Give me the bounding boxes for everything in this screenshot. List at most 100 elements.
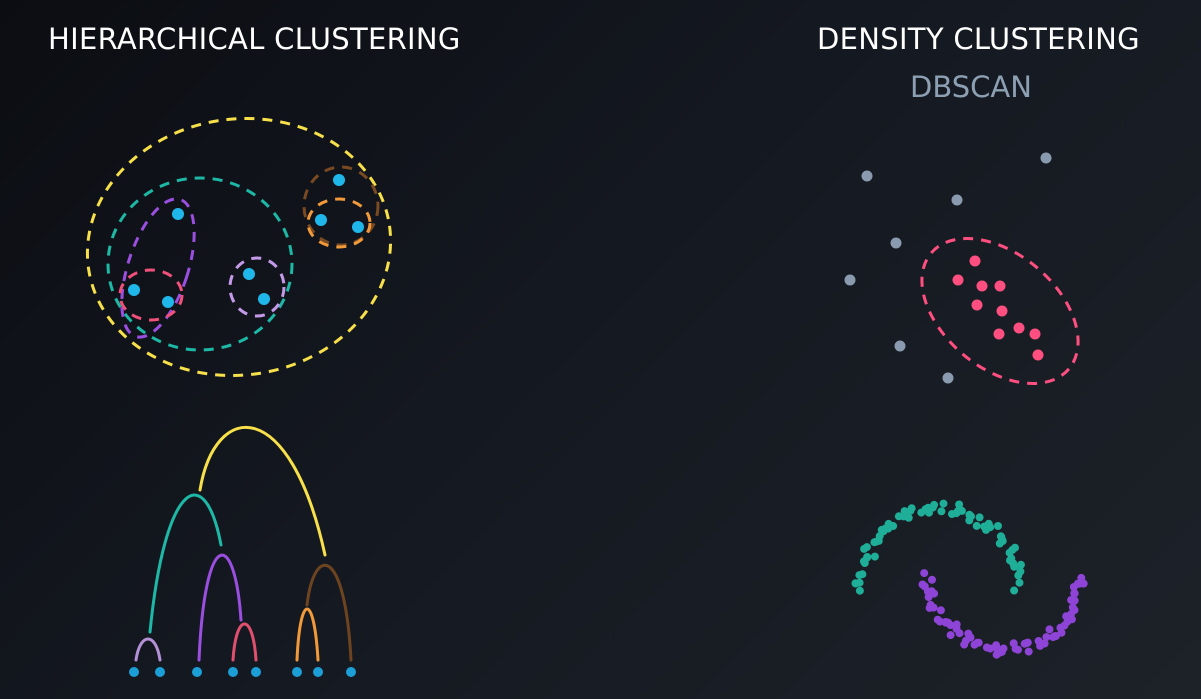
moon-point <box>928 575 936 584</box>
moon-point <box>1079 579 1088 588</box>
cluster-point <box>1013 322 1025 334</box>
moon-point <box>904 513 913 522</box>
cluster-ellipse-orange <box>306 197 372 249</box>
moon-point <box>937 507 946 516</box>
moon-point <box>952 620 961 629</box>
moon-point <box>855 586 864 595</box>
moon-point <box>872 537 880 546</box>
cluster-point <box>993 328 1005 340</box>
noise-point <box>861 170 873 182</box>
cluster-ellipse-lavender <box>228 256 286 318</box>
moon-point <box>998 535 1007 544</box>
moon-point <box>889 522 898 530</box>
cluster-ellipse-brown <box>302 165 380 247</box>
cluster-ellipse-pink <box>118 268 184 322</box>
moon-point <box>855 571 864 580</box>
moon-point <box>900 507 909 516</box>
moon-point <box>986 523 995 532</box>
moon-point <box>930 500 939 509</box>
dbscan-core-points <box>952 255 1044 361</box>
cluster-point <box>971 299 983 311</box>
moon-point <box>939 499 948 508</box>
moon-point <box>1014 645 1022 654</box>
moon-point <box>1070 596 1079 605</box>
noise-point <box>942 372 954 384</box>
cluster-point <box>994 280 1006 292</box>
leaf-point <box>251 667 261 677</box>
leaf-point <box>129 667 139 677</box>
cluster-ellipse-teal <box>106 176 294 352</box>
moon-point <box>927 587 936 596</box>
moon-point <box>1070 589 1079 598</box>
data-point <box>352 221 364 233</box>
density-clustering-title: DENSITY CLUSTERING <box>817 22 1140 56</box>
dendrogram-link-teal <box>148 493 223 634</box>
data-point <box>333 174 345 186</box>
moon-point <box>941 618 950 627</box>
moon-point <box>1024 647 1033 656</box>
moon-point <box>1009 639 1018 648</box>
dbscan-noise-points <box>844 152 1052 384</box>
moon-point <box>972 521 981 530</box>
cluster-point <box>1029 328 1041 340</box>
leaf-point <box>346 667 356 677</box>
moon-point <box>933 615 942 624</box>
moon-point <box>970 640 979 649</box>
cluster-point <box>976 280 988 292</box>
moon-point <box>918 580 927 589</box>
data-point <box>258 293 270 305</box>
moon-point <box>1008 545 1017 554</box>
dendrogram-leaves <box>129 667 356 677</box>
cluster-ellipse-yellow <box>85 116 393 378</box>
cluster-point <box>969 255 981 267</box>
moon-point <box>1010 562 1019 571</box>
dendrogram-link-brown <box>305 563 353 662</box>
moon-point <box>965 510 974 519</box>
moon-point <box>1068 603 1077 612</box>
leaf-point <box>292 667 302 677</box>
dbscan-cluster-boundary <box>920 237 1080 385</box>
noise-point <box>890 237 902 249</box>
dendrogram-link-purple <box>197 553 243 662</box>
moon-point <box>851 579 860 588</box>
moon-cluster-teal <box>851 499 1025 595</box>
data-point <box>128 284 140 296</box>
moon-point <box>1069 583 1078 591</box>
data-point <box>162 296 174 308</box>
moon-point <box>994 522 1002 530</box>
moon-point <box>862 543 871 552</box>
hierarchical-clustering-title: HIERARCHICAL CLUSTERING <box>48 22 461 56</box>
cluster-point <box>1032 349 1044 361</box>
moon-cluster-purple <box>918 569 1088 659</box>
dendrogram-link-lavender <box>134 637 162 662</box>
moon-point <box>1049 633 1058 642</box>
leaf-point <box>313 667 323 677</box>
data-point <box>243 268 255 280</box>
moon-point <box>1014 571 1023 580</box>
moon-point <box>946 631 955 640</box>
moon-point <box>965 516 974 525</box>
dendrogram-link-pink <box>231 622 258 662</box>
moon-point <box>992 641 1001 650</box>
moon-point <box>992 650 1001 659</box>
cluster-ellipse-purple <box>120 197 196 339</box>
data-point <box>172 208 184 220</box>
moon-point <box>1045 625 1054 634</box>
hierarchical-points <box>128 174 364 308</box>
leaf-point <box>155 667 165 677</box>
moon-point <box>1010 586 1019 595</box>
dendrogram <box>134 425 353 662</box>
moon-point <box>870 552 879 561</box>
moon-point <box>964 629 973 638</box>
leaf-point <box>228 667 238 677</box>
moon-point <box>929 603 938 612</box>
nested-clusters <box>85 116 393 378</box>
moon-point <box>1063 617 1072 626</box>
moon-point <box>957 506 966 515</box>
moon-point <box>961 636 970 645</box>
noise-point <box>844 274 856 286</box>
moon-point <box>986 644 995 653</box>
noise-point <box>1040 152 1052 164</box>
moon-point <box>863 553 872 562</box>
